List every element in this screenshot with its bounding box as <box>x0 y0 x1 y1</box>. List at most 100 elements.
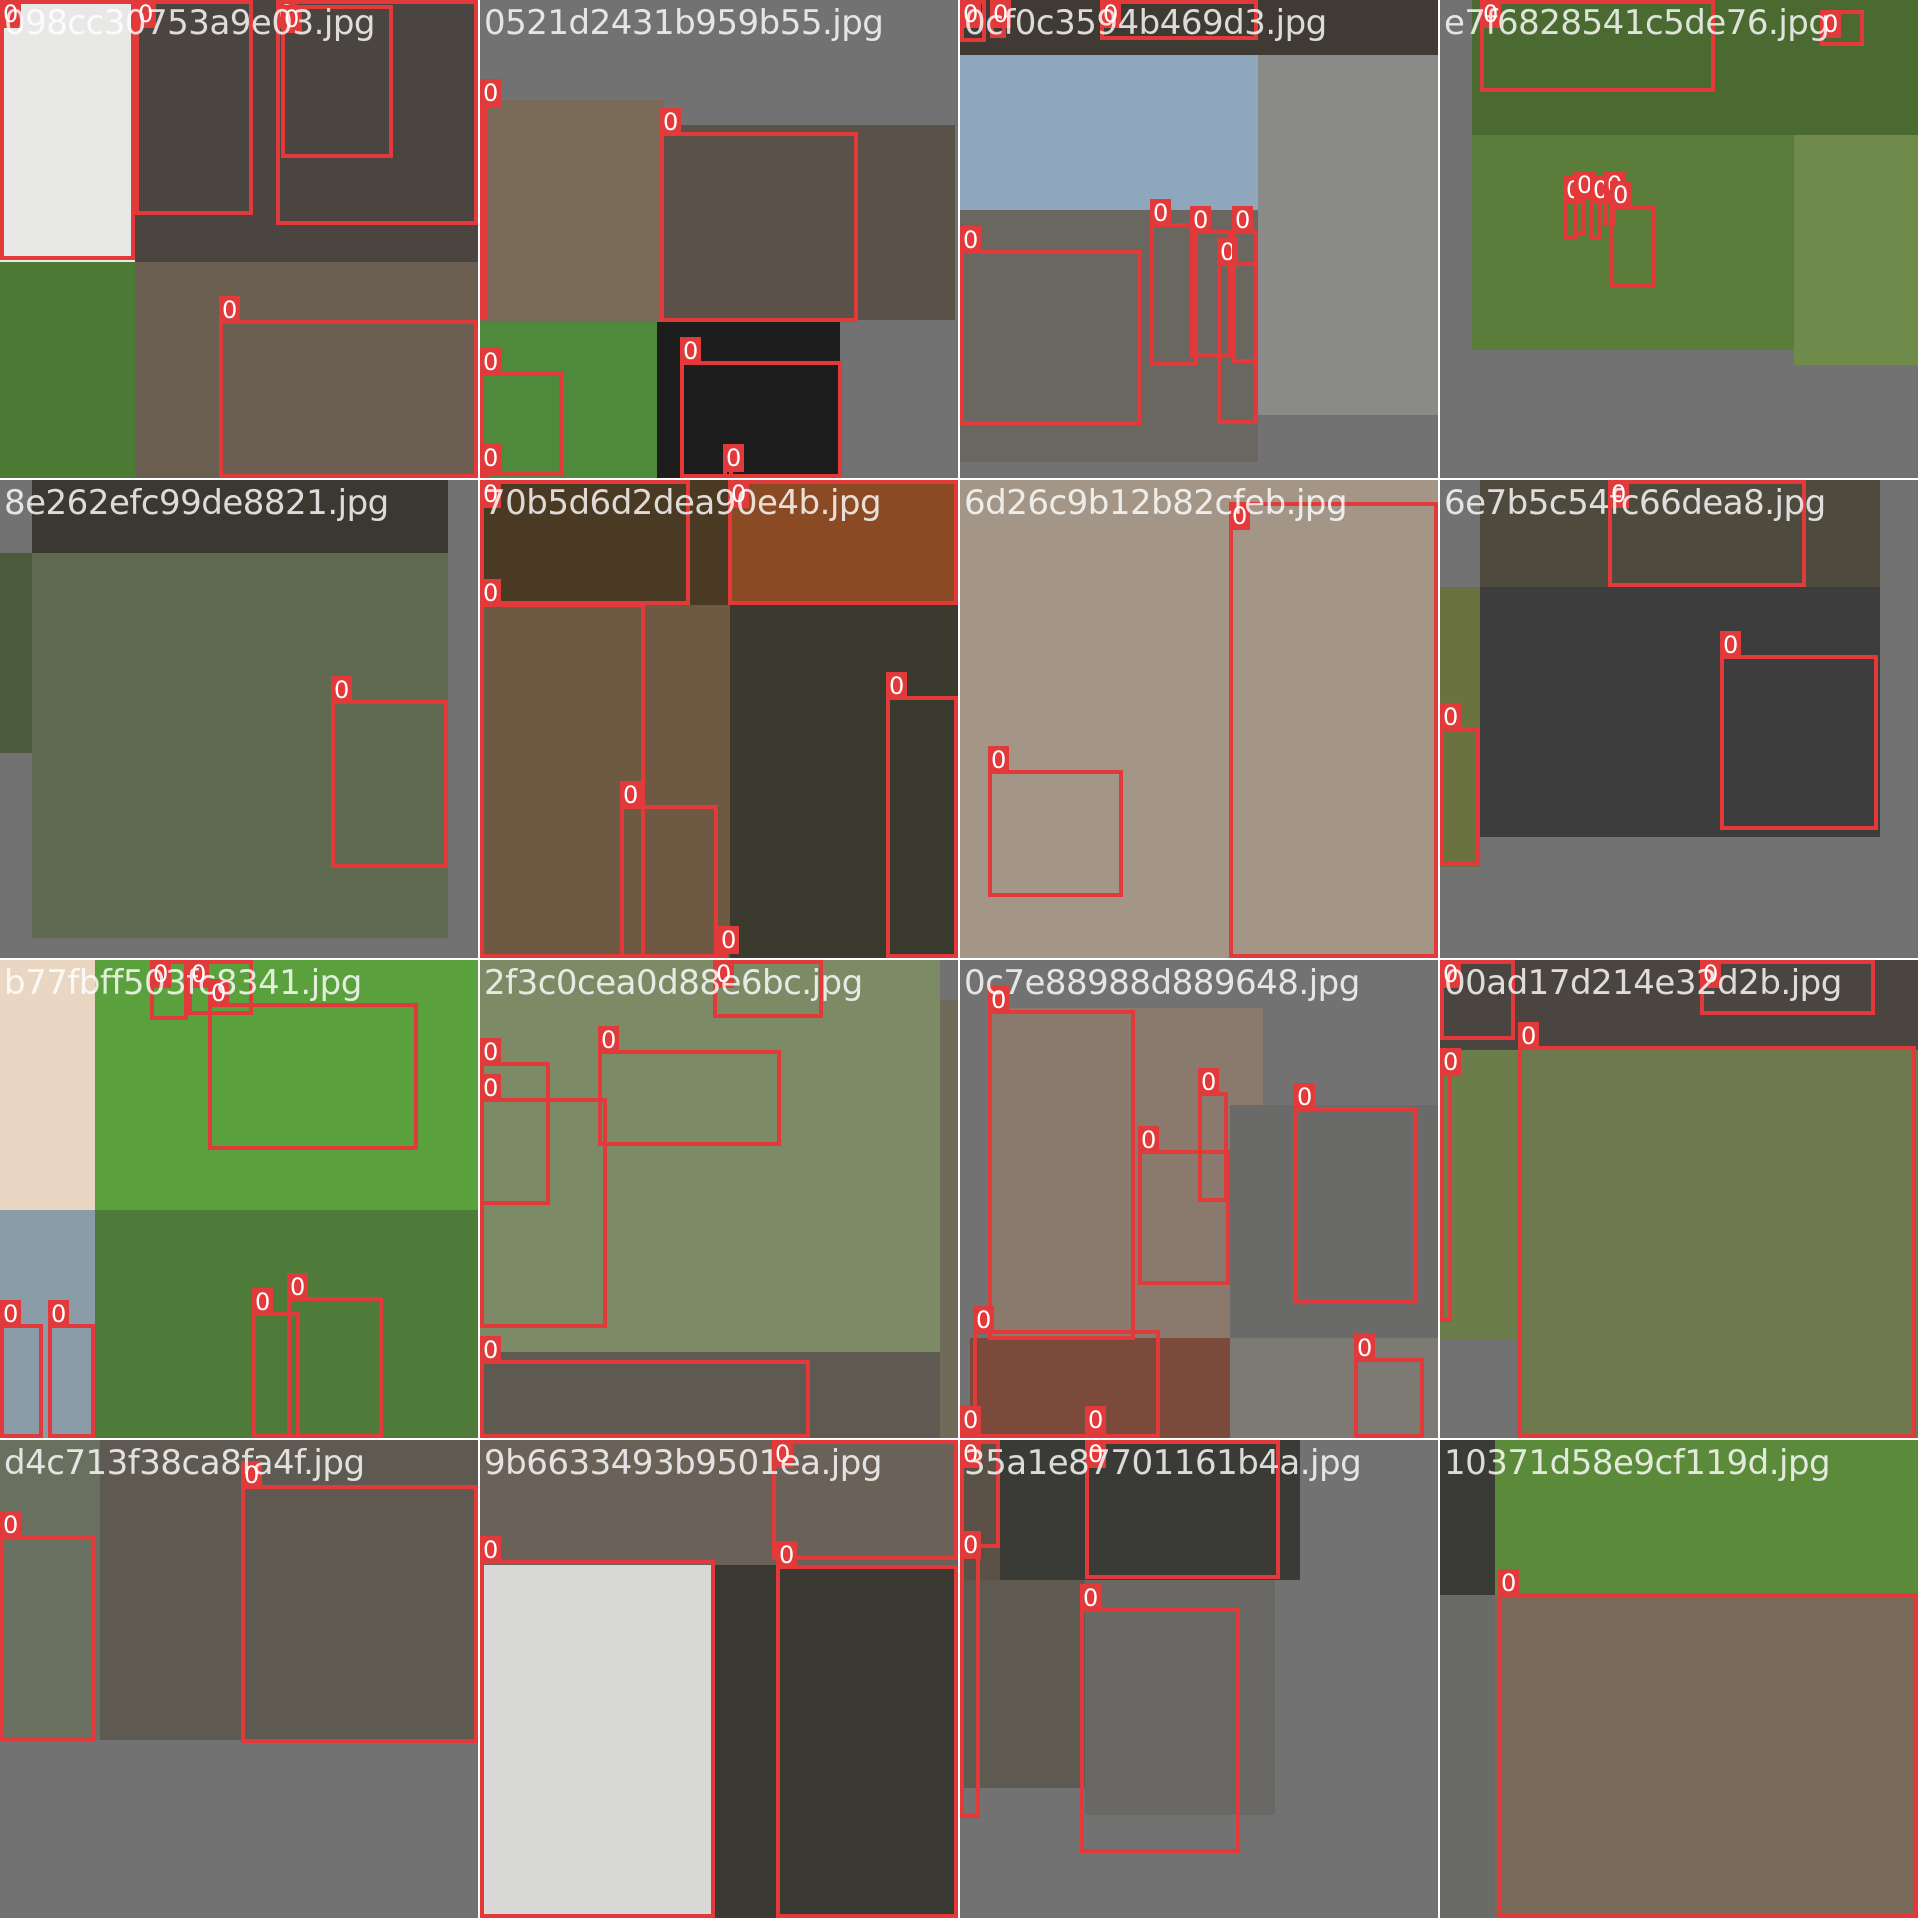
photo-region <box>1480 480 1880 587</box>
box-class-label: 0 <box>1085 1406 1107 1434</box>
box-class-label: 0 <box>960 1406 982 1434</box>
bounding-box: 0 <box>480 1074 607 1328</box>
photo-region <box>95 1210 478 1438</box>
box-class-label: 0 <box>680 337 702 365</box>
bounding-box: 0 <box>480 348 563 476</box>
photo-region <box>0 553 32 753</box>
bounding-box: 0 <box>960 1406 982 1438</box>
box-class-label: 0 <box>1820 10 1842 38</box>
box-class-label: 0 <box>1294 1083 1316 1111</box>
box-class-label: 0 <box>960 1440 982 1468</box>
mosaic-tile: 0 0 0 0 0 0 0 0 0c7e88988d889648.jpg <box>960 960 1438 1438</box>
mosaic-tile: 0 0 0 0 00ad17d214e32d2b.jpg <box>1440 960 1918 1438</box>
photo-region <box>0 0 135 262</box>
box-class-label: 0 <box>1080 1584 1102 1612</box>
box-class-label: 0 <box>135 0 157 28</box>
bounding-box: 0 <box>281 5 393 158</box>
box-class-label: 0 <box>1608 480 1630 508</box>
bounding-box: 0 <box>1354 1334 1424 1438</box>
bounding-box: 0 <box>713 960 823 1018</box>
bounding-box: 0 <box>241 1461 478 1743</box>
bounding-box: 0 <box>960 226 1141 425</box>
box-class-label: 0 <box>1518 1022 1540 1050</box>
bounding-box: 0 <box>1610 181 1656 287</box>
box-class-label: 0 <box>1440 703 1462 731</box>
photo-region <box>1520 1050 1918 1438</box>
box-class-label: 0 <box>1480 0 1502 28</box>
photo-region <box>960 1580 1085 1788</box>
photo-region <box>960 0 1438 55</box>
photo-region <box>1440 1440 1495 1595</box>
bounding-box: 0 <box>331 676 448 868</box>
bounding-box: 0 <box>135 0 253 215</box>
mosaic-tile: 0 0 0 0 0 0 0 0 0cf0c3594b469d3.jpg <box>960 0 1438 478</box>
photo-region <box>480 1565 715 1918</box>
box-class-label: 0 <box>208 979 230 1007</box>
box-class-label: 0 <box>988 986 1010 1014</box>
box-class-label: 0 <box>660 108 682 136</box>
box-class-label: 0 <box>480 579 502 607</box>
photo-region <box>0 960 95 1210</box>
photo-region <box>0 262 135 478</box>
box-class-label: 0 <box>0 0 22 28</box>
bounding-box: 0 <box>973 1306 1160 1438</box>
bounding-box: 0 <box>772 1440 958 1560</box>
photo-region <box>1085 1580 1275 1815</box>
bounding-box: 0 <box>1590 176 1612 240</box>
photo-region <box>32 553 448 938</box>
box-class-label: 0 <box>886 672 908 700</box>
bounding-box: 0 <box>480 79 502 320</box>
box-class-label: 0 <box>1354 1334 1376 1362</box>
box-class-label: 0 <box>728 480 750 508</box>
bounding-box: 0 <box>1100 0 1258 40</box>
bounding-box: 0 <box>1608 480 1806 587</box>
photo-region <box>1440 1595 1495 1918</box>
box-class-label: 0 <box>723 444 745 472</box>
photo-region <box>1230 1338 1438 1438</box>
box-class-label: 0 <box>241 1461 263 1489</box>
box-class-label: 0 <box>1610 181 1632 209</box>
box-class-label: 0 <box>1574 171 1596 199</box>
photo-region <box>480 100 663 322</box>
mosaic-tile: 0 0 0 9b6633493b9501ea.jpg <box>480 1440 958 1918</box>
bounding-box: 0 <box>988 746 1123 897</box>
mosaic-tile: 0 0 0 0 0 0 70b5d6d2dea90e4b.jpg <box>480 480 958 958</box>
photo-region <box>1495 1595 1918 1918</box>
mosaic-tile: 0 0 0 0 35a1e87701161b4a.jpg <box>960 1440 1438 1918</box>
bounding-box: 0 <box>480 579 645 958</box>
box-class-label: 0 <box>0 1300 22 1328</box>
bounding-box: 0 <box>723 444 745 478</box>
bounding-box: 0 <box>0 1511 95 1742</box>
box-class-label: 0 <box>960 226 982 254</box>
bounding-box: 0 <box>1720 631 1878 830</box>
box-class-label: 0 <box>1440 1048 1462 1076</box>
photo-region <box>730 480 958 605</box>
box-class-label: 0 <box>1100 0 1122 28</box>
bounding-box: 0 <box>0 0 135 260</box>
box-class-label: 0 <box>281 5 303 33</box>
box-class-label: 0 <box>620 781 642 809</box>
box-class-label: 0 <box>988 746 1010 774</box>
bounding-box: 0 <box>728 480 958 605</box>
bounding-box: 0 <box>960 0 986 42</box>
bounding-box: 0 <box>1150 199 1198 366</box>
box-class-label: 0 <box>252 1288 274 1316</box>
box-class-label: 0 <box>1232 206 1254 234</box>
bounding-box: 0 <box>988 986 1135 1340</box>
bounding-box: 0 <box>1498 1569 1918 1918</box>
box-class-label: 0 <box>1498 1569 1520 1597</box>
photo-region <box>1472 135 1794 350</box>
box-class-label: 0 <box>480 1536 502 1564</box>
bounding-box: 0 <box>1198 1068 1228 1202</box>
photo-region <box>480 1440 958 1565</box>
box-class-label: 0 <box>718 926 740 954</box>
mosaic-tile: 0 10371d58e9cf119d.jpg <box>1440 1440 1918 1918</box>
box-class-label: 0 <box>480 79 502 107</box>
bounding-box: 0 <box>620 781 718 958</box>
photo-region <box>1258 55 1438 415</box>
bounding-box: 0 <box>287 1273 383 1438</box>
box-class-label: 0 <box>188 960 210 988</box>
bounding-box: 0 <box>48 1300 95 1438</box>
mosaic-tile: 0 0 0 6e7b5c54fc66dea8.jpg <box>1440 480 1918 958</box>
photo-region <box>1495 1440 1918 1595</box>
